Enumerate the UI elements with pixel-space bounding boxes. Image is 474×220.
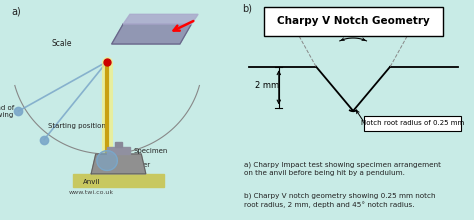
Bar <box>115 142 122 147</box>
Bar <box>73 174 164 187</box>
Text: b) Charpy V notch geometry showing 0.25 mm notch
root radius, 2 mm, depth and 45: b) Charpy V notch geometry showing 0.25 … <box>244 192 436 208</box>
Bar <box>107 147 130 154</box>
FancyBboxPatch shape <box>364 116 461 131</box>
Polygon shape <box>112 24 191 44</box>
Text: b): b) <box>242 3 252 13</box>
Polygon shape <box>123 14 198 24</box>
Polygon shape <box>91 154 146 174</box>
Text: End of
swing: End of swing <box>0 104 14 118</box>
Text: Hammer: Hammer <box>121 162 151 168</box>
Text: 2 mm: 2 mm <box>255 81 279 90</box>
Text: a) Charpy Impact test showing specimen arrangement
on the anvil before being hit: a) Charpy Impact test showing specimen a… <box>244 161 441 176</box>
Text: Charpy V Notch Geometry: Charpy V Notch Geometry <box>277 16 429 26</box>
Text: Notch root radius of 0.25 mm: Notch root radius of 0.25 mm <box>361 120 464 126</box>
Text: a): a) <box>11 7 21 16</box>
Text: Scale: Scale <box>51 39 72 48</box>
Text: 45°: 45° <box>345 27 361 36</box>
Text: Starting position: Starting position <box>47 123 105 129</box>
Polygon shape <box>97 151 118 170</box>
Text: www.twi.co.uk: www.twi.co.uk <box>69 190 114 195</box>
Text: Specimen: Specimen <box>133 148 168 154</box>
FancyBboxPatch shape <box>264 7 443 36</box>
Text: Anvil: Anvil <box>82 179 100 185</box>
